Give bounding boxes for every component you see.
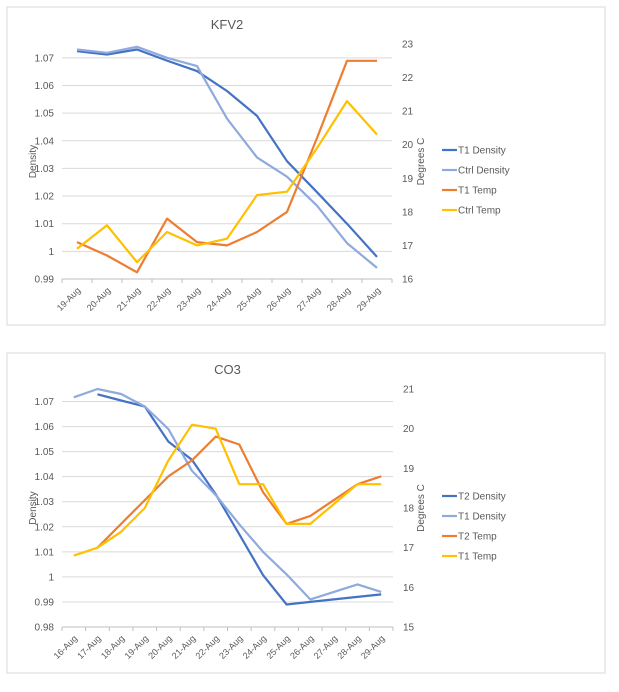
legend-label: Ctrl Density	[458, 166, 510, 177]
series-line	[73, 423, 382, 557]
y-axis-label: Density	[28, 145, 39, 178]
y2-tick-label: 23	[402, 40, 414, 51]
y2-axis-label: Degrees C	[416, 484, 427, 532]
legend-label: T1 Temp	[458, 186, 497, 197]
y-tick-label: 1.02	[35, 192, 55, 203]
chart-co3: CO3 0.98 0.99 1 1.01 1.02 1.03 1.04 1.05 1.06 1.07…	[6, 352, 606, 674]
legend-label: Ctrl Temp	[458, 206, 501, 217]
series-t1-temp	[76, 59, 378, 274]
chart-title: CO3	[214, 362, 241, 377]
y2-tick-label: 20	[403, 424, 415, 435]
y-tick-label: 1	[48, 572, 54, 583]
y-tick-label: 1	[48, 247, 54, 258]
y-axis-label: Density	[28, 491, 39, 524]
chart-frame	[6, 352, 606, 674]
y-tick-label: 1.04	[35, 136, 55, 147]
series-ctrl-density	[76, 45, 378, 269]
y-tick-label: 1.06	[35, 81, 55, 92]
y-tick-label: 0.99	[35, 275, 55, 286]
y-tick-label: 1.04	[35, 472, 55, 483]
chart-kfv2: KFV2 0.99 1 1.01 1.02 1.03 1.04 1.05 1.06 1.07 16 1…	[6, 6, 606, 326]
y2-tick-label: 21	[402, 107, 414, 118]
y-tick-label: 1.03	[35, 497, 55, 508]
y2-tick-label: 17	[403, 543, 415, 554]
legend-label: T1 Density	[458, 146, 506, 157]
legend-label: T1 Temp	[458, 552, 497, 563]
series-t1-density	[76, 48, 378, 258]
y-tick-label: 1.07	[35, 397, 55, 408]
series-t1-temp	[73, 423, 382, 557]
y2-tick-label: 21	[403, 385, 415, 396]
legend-label: T2 Temp	[458, 532, 497, 543]
series-ctrl-temp	[76, 100, 378, 264]
series-t1-density	[73, 387, 382, 601]
y-tick-label: 1.06	[35, 422, 55, 433]
y-tick-label: 0.99	[35, 597, 55, 608]
y2-tick-label: 17	[402, 241, 414, 252]
chart-title: KFV2	[211, 17, 244, 32]
y2-tick-label: 22	[402, 73, 414, 84]
y2-tick-label: 16	[402, 275, 414, 286]
y2-tick-label: 16	[403, 583, 415, 594]
y-tick-label: 1.01	[35, 547, 55, 558]
y-tick-label: 1.02	[35, 522, 55, 533]
y2-tick-label: 18	[403, 504, 415, 515]
y-tick-label: 1.01	[35, 219, 55, 230]
y-tick-label: 1.05	[35, 447, 55, 458]
legend-label: T2 Density	[458, 492, 506, 503]
y2-tick-label: 19	[403, 464, 415, 475]
y2-axis-label: Degrees C	[416, 138, 427, 186]
y2-tick-label: 15	[403, 623, 415, 634]
y2-tick-label: 20	[402, 140, 414, 151]
y-tick-label: 1.03	[35, 164, 55, 175]
legend-label: T1 Density	[458, 512, 506, 523]
y2-tick-label: 18	[402, 207, 414, 218]
y-tick-label: 1.05	[35, 109, 55, 120]
series-line	[73, 387, 382, 601]
y-tick-label: 0.98	[35, 623, 55, 634]
y-tick-label: 1.07	[35, 53, 55, 64]
y2-tick-label: 19	[402, 174, 414, 185]
